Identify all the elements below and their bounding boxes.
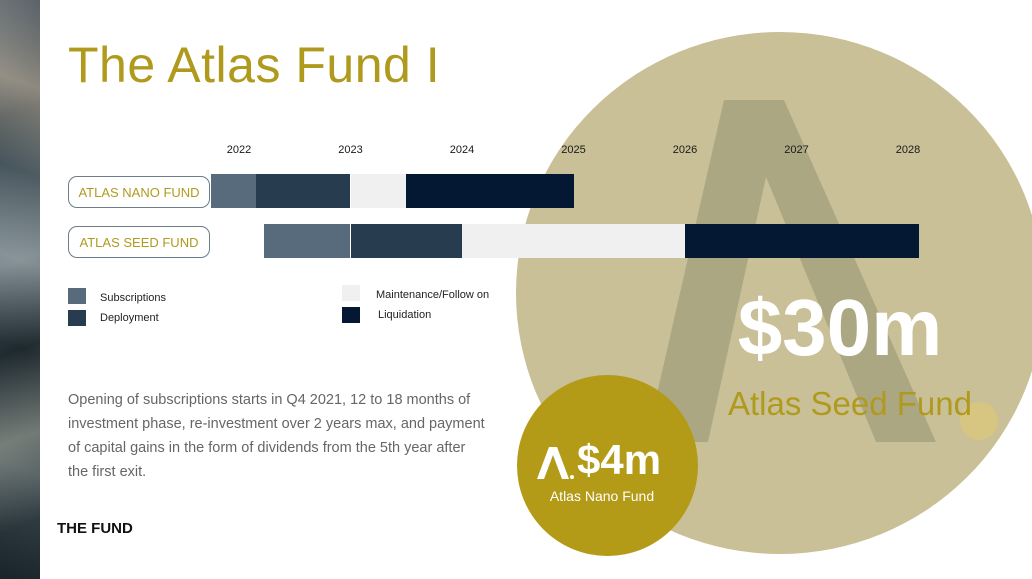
nano-fund-label: Atlas Nano Fund (549, 488, 655, 504)
bar-nano-deployment (255, 174, 351, 208)
legend-label-deployment: Deployment (100, 312, 159, 324)
atlas-logo-icon (537, 447, 574, 479)
year-tick-2022: 2022 (226, 144, 252, 156)
legend-swatch-subscriptions (68, 288, 86, 304)
legend-swatch-liquidation (342, 307, 360, 323)
year-tick-2023: 2023 (338, 144, 363, 156)
page-title: The Atlas Fund I (68, 37, 441, 93)
year-tick-2028: 2028 (895, 144, 921, 156)
year-tick-2026: 2026 (672, 144, 698, 156)
bar-seed-deployment (350, 224, 462, 258)
fund-description: Opening of subscriptions starts in Q4 20… (68, 392, 485, 480)
year-tick-2025: 2025 (561, 144, 586, 156)
bar-seed-liquidation (685, 224, 920, 258)
bar-seed-subscriptions (263, 224, 351, 258)
atlas-logo-watermark-icon (646, 100, 936, 442)
bar-nano-subscriptions (211, 174, 256, 208)
nano-fund-amount: $4m (577, 436, 662, 483)
fund-label-seed: ATLAS SEED FUND (68, 226, 210, 258)
bar-nano-liquidation (406, 174, 574, 208)
bar-nano-maintenance-follow-on (350, 174, 407, 208)
seed-fund-label: Atlas Seed Fund (728, 385, 972, 422)
legend-label-liquidation: Liquidation (378, 309, 432, 321)
year-tick-2027: 2027 (784, 144, 809, 156)
seed-fund-amount: $30m (737, 283, 943, 372)
year-tick-2024: 2024 (449, 144, 475, 156)
legend-swatch-maintenance (342, 285, 360, 301)
section-footer-label: THE FUND (57, 520, 133, 537)
fund-label-nano: ATLAS NANO FUND (68, 176, 210, 208)
bar-seed-maintenance-follow-on (462, 224, 685, 258)
legend-swatch-deployment (68, 310, 86, 326)
legend-label-maintenance: Maintenance/Follow on (376, 289, 490, 301)
rock-texture-image (0, 0, 40, 579)
decorative-dot (960, 402, 998, 440)
legend-label-subscriptions: Subscriptions (100, 292, 167, 304)
